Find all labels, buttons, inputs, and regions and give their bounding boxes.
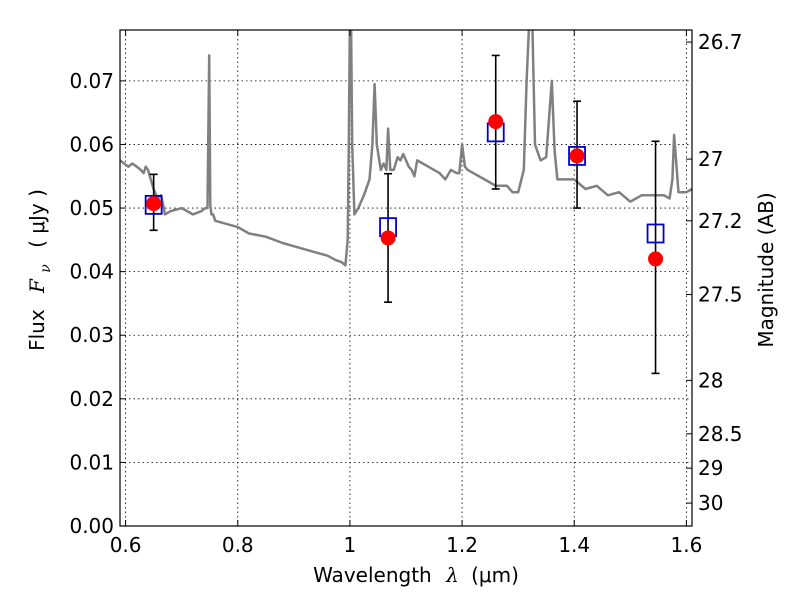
errorbars: [149, 54, 660, 375]
y-axis-unit: ( μJy ): [25, 189, 49, 248]
observed-point: [380, 230, 396, 246]
y2-tick-label: 28.5: [698, 422, 743, 446]
x-axis-symbol: λ: [445, 563, 459, 587]
y-tick-label: 0.01: [69, 450, 114, 474]
model-square: [568, 146, 586, 166]
observed-point: [146, 196, 162, 212]
y2-tick-label: 29: [698, 456, 723, 480]
observed-point: [648, 251, 664, 267]
x-tick-label: 1.4: [558, 533, 590, 557]
model-square: [646, 223, 665, 244]
y-tick-label: 0.04: [69, 260, 114, 284]
y2-tick-label: 27: [698, 147, 723, 171]
model-square: [144, 194, 163, 215]
x-axis-label: Wavelength: [313, 563, 432, 587]
y-tick-label: 0.07: [69, 69, 114, 93]
x-axis-title: Wavelength λ (μm): [313, 563, 519, 587]
x-axis-unit: (μm): [471, 563, 519, 587]
y2-tick-label: 30: [698, 491, 723, 515]
y-tick-label: 0.06: [69, 132, 114, 156]
plot-frame: [119, 29, 693, 527]
axis-ticks: 0.6 0.8 1 1.2 1.4 1.6 0.00 0.01 0.02 0.03 0.04 0.05…: [69, 30, 743, 557]
y-tick-label: 0.03: [69, 323, 114, 347]
observed-point: [569, 148, 585, 164]
y-tick-label: 0.00: [69, 514, 114, 538]
y-tick-label: 0.02: [69, 387, 114, 411]
spectrum-line: [120, 30, 692, 267]
y-axis-title: Flux F ν ( μJy ): [25, 189, 55, 351]
y2-tick-label: 28: [698, 368, 723, 392]
y2-tick-label: 27.2: [698, 209, 743, 233]
grid: [120, 30, 692, 527]
y2-tick-label: 26.7: [698, 30, 743, 54]
x-tick-label: 1.6: [670, 533, 702, 557]
y2-tick-label: 27.5: [698, 283, 743, 307]
y-axis-label: Flux: [25, 309, 49, 351]
y-axis-subscript: ν: [38, 264, 54, 273]
y-tick-label: 0.05: [69, 196, 114, 220]
x-tick-label: 0.6: [110, 533, 142, 557]
x-tick-label: 1: [344, 533, 357, 557]
x-tick-label: 0.8: [222, 533, 254, 557]
y-axis-symbol: F: [25, 278, 49, 294]
plot-area: [120, 30, 692, 375]
observed-points: [146, 114, 664, 267]
right-axis-title: Magnitude (AB): [754, 192, 778, 347]
model-squares: [144, 122, 665, 244]
observed-point: [488, 114, 504, 130]
x-tick-label: 1.2: [446, 533, 478, 557]
